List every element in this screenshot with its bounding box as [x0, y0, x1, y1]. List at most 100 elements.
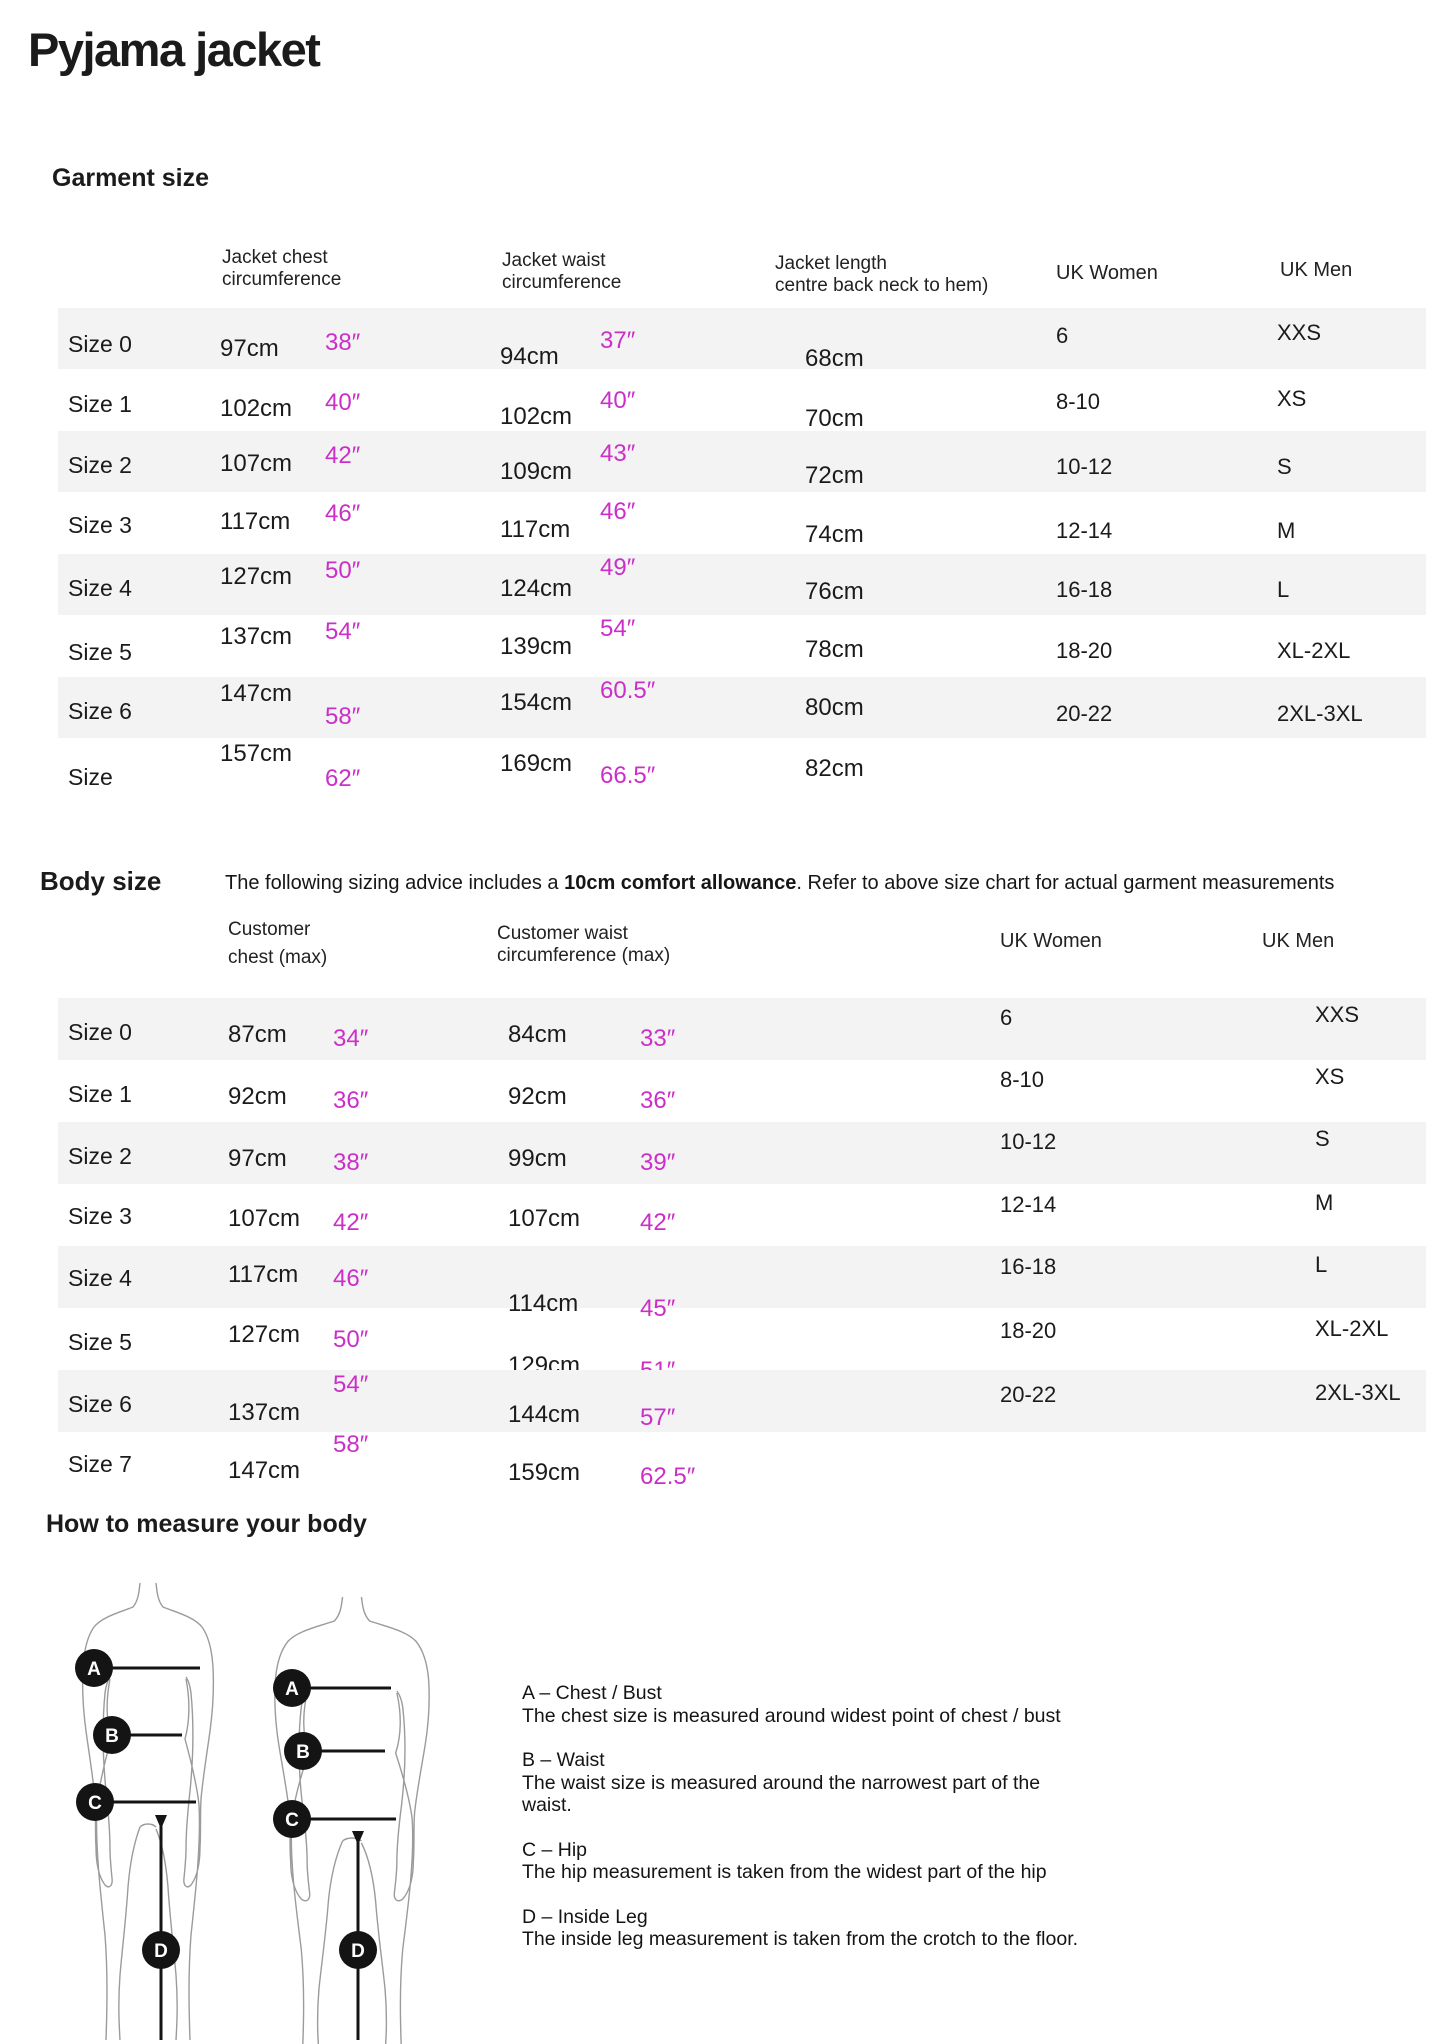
body-cell-size: Size 5	[68, 1329, 132, 1355]
garment-cell-waist_in: 49″	[600, 554, 636, 581]
body-cell-men: 2XL-3XL	[1315, 1380, 1401, 1405]
measure-item-text: waist.	[522, 1794, 572, 1816]
body-col-header-uk-women: UK Women	[1000, 930, 1102, 952]
garment-cell-chest_in: 50″	[325, 557, 361, 584]
marker-b-icon	[284, 1732, 322, 1770]
measure-item-label: B – Waist	[522, 1749, 605, 1771]
garment-cell-waist_cm: 102cm	[500, 402, 573, 430]
garment-cell-chest_in: 54″	[325, 617, 361, 645]
body-cell-waist_in: 33″	[640, 1025, 676, 1052]
body-col-header-uk-men: UK Men	[1262, 930, 1335, 952]
body-cell-men: L	[1315, 1252, 1328, 1277]
garment-cell-size: Size 3	[68, 511, 132, 538]
body-cell-chest_cm: 87cm	[228, 1021, 287, 1048]
body-cell-size: Size 0	[68, 1019, 132, 1045]
garment-cell-waist_cm: 139cm	[500, 632, 573, 660]
body-cell-chest_cm: 92cm	[228, 1083, 287, 1110]
body-cell-chest_cm: 117cm	[228, 1261, 299, 1288]
body-cell-chest_cm: 147cm	[228, 1457, 301, 1484]
measurement-figures-diagram: A B C D A B C D	[75, 1582, 430, 2044]
garment-cell-chest_in: 46″	[325, 499, 361, 527]
body-cell-women: 12-14	[1000, 1192, 1057, 1217]
garment-cell-chest_in: 42″	[325, 442, 361, 469]
garment-cell-chest_in: 58″	[325, 703, 361, 730]
body-cell-women: 18-20	[1000, 1318, 1057, 1343]
garment-cell-waist_cm: 94cm	[500, 343, 559, 370]
measure-item-text: The waist size is measured around the na…	[522, 1771, 1041, 1794]
body-cell-women: 10-12	[1000, 1129, 1057, 1154]
body-cell-waist_in: 45″	[640, 1295, 676, 1322]
body-cell-men: XS	[1315, 1064, 1345, 1089]
body-cell-chest_in: 38″	[333, 1149, 369, 1176]
garment-cell-men: 2XL-3XL	[1277, 701, 1363, 726]
body-cell-waist_in: 57″	[640, 1404, 676, 1431]
measure-item: B – Waist The waist size is measured arou…	[522, 1749, 1162, 1817]
garment-col-header-uk-men: UK Men	[1280, 259, 1353, 281]
measure-item-text: The inside leg measurement is taken from…	[522, 1928, 1079, 1950]
garment-cell-length: 74cm	[805, 520, 864, 548]
garment-cell-waist_cm: 109cm	[500, 458, 573, 485]
garment-cell-waist_in: 40″	[600, 386, 636, 414]
header-line: centre back neck to hem)	[775, 275, 989, 296]
header-line: Customer waist	[497, 923, 628, 944]
body-cell-men: XL-2XL	[1315, 1316, 1389, 1341]
garment-cell-chest_in: 40″	[325, 388, 361, 416]
body-cell-men: XXS	[1315, 1002, 1360, 1027]
garment-cell-chest_in: 38″	[325, 329, 361, 356]
garment-col-header-length: Jacket length centre back neck to hem)	[775, 253, 988, 297]
garment-cell-chest_cm: 107cm	[220, 450, 293, 477]
garment-cell-chest_cm: 127cm	[220, 563, 293, 590]
garment-cell-women: 12-14	[1056, 517, 1113, 543]
body-size-note: The following sizing advice includes a 1…	[225, 872, 1334, 895]
body-cell-chest_cm: 127cm	[228, 1321, 301, 1348]
body-cell-waist_cm: 107cm	[508, 1205, 581, 1232]
garment-cell-chest_cm: 97cm	[220, 335, 279, 362]
garment-cell-waist_in: 54″	[600, 614, 636, 642]
header-line: Jacket length	[775, 253, 887, 274]
garment-cell-chest_cm: 137cm	[220, 622, 293, 650]
garment-cell-men: L	[1277, 577, 1290, 602]
garment-cell-waist_cm: 124cm	[500, 575, 573, 602]
body-row-stripe	[58, 1246, 1426, 1308]
body-col-header-chest: Customer chest (max)	[228, 916, 327, 972]
body-cell-women: 16-18	[1000, 1254, 1057, 1279]
garment-cell-length: 72cm	[805, 462, 864, 489]
garment-cell-chest_in: 62″	[325, 764, 361, 792]
garment-cell-chest_cm: 147cm	[220, 680, 293, 707]
header-line: Jacket waist	[502, 250, 606, 271]
body-cell-waist_in: 39″	[640, 1149, 676, 1176]
garment-row-stripe	[58, 308, 1426, 369]
body-col-header-waist: Customer waist circumference (max)	[497, 923, 670, 967]
body-cell-size: Size 4	[68, 1265, 132, 1291]
body-cell-waist_cm: 159cm	[508, 1459, 581, 1486]
header-line: circumference	[222, 269, 342, 290]
garment-cell-waist_in: 43″	[600, 440, 636, 467]
garment-cell-size: Size 2	[68, 452, 132, 478]
body-row-stripe	[58, 1122, 1426, 1184]
garment-cell-men: M	[1277, 517, 1296, 543]
body-cell-chest_cm: 97cm	[228, 1145, 287, 1172]
body-row-stripe	[58, 998, 1426, 1060]
garment-cell-women: 16-18	[1056, 577, 1113, 602]
garment-cell-waist_cm: 169cm	[500, 749, 573, 777]
marker-a-icon	[273, 1669, 311, 1707]
garment-cell-size: Size 1	[68, 390, 132, 417]
header-line: Customer	[228, 919, 311, 940]
measure-item-label: D – Inside Leg	[522, 1905, 648, 1928]
measure-item: D – Inside Leg The inside leg measurement…	[522, 1906, 1162, 1951]
body-cell-chest_in: 46″	[333, 1265, 369, 1292]
garment-cell-women: 20-22	[1056, 701, 1113, 726]
body-cell-men: S	[1315, 1126, 1330, 1151]
garment-cell-men: XXS	[1277, 320, 1322, 345]
body-cell-waist_in: 62.5″	[640, 1463, 696, 1490]
garment-cell-size: Size 6	[68, 698, 132, 724]
note-bold-text: 10cm comfort allowance	[564, 872, 797, 894]
garment-cell-women: 6	[1056, 323, 1069, 348]
male-figure-markers: A B C D	[273, 1669, 396, 2040]
female-figure-markers: A B C D	[75, 1649, 200, 2040]
garment-col-header-chest: Jacket chest circumference	[222, 247, 341, 291]
garment-cell-women: 8-10	[1056, 388, 1101, 414]
body-cell-chest_in: 34″	[333, 1025, 369, 1052]
body-cell-chest_in: 58″	[333, 1431, 369, 1458]
body-cell-waist_cm: 84cm	[508, 1021, 567, 1048]
